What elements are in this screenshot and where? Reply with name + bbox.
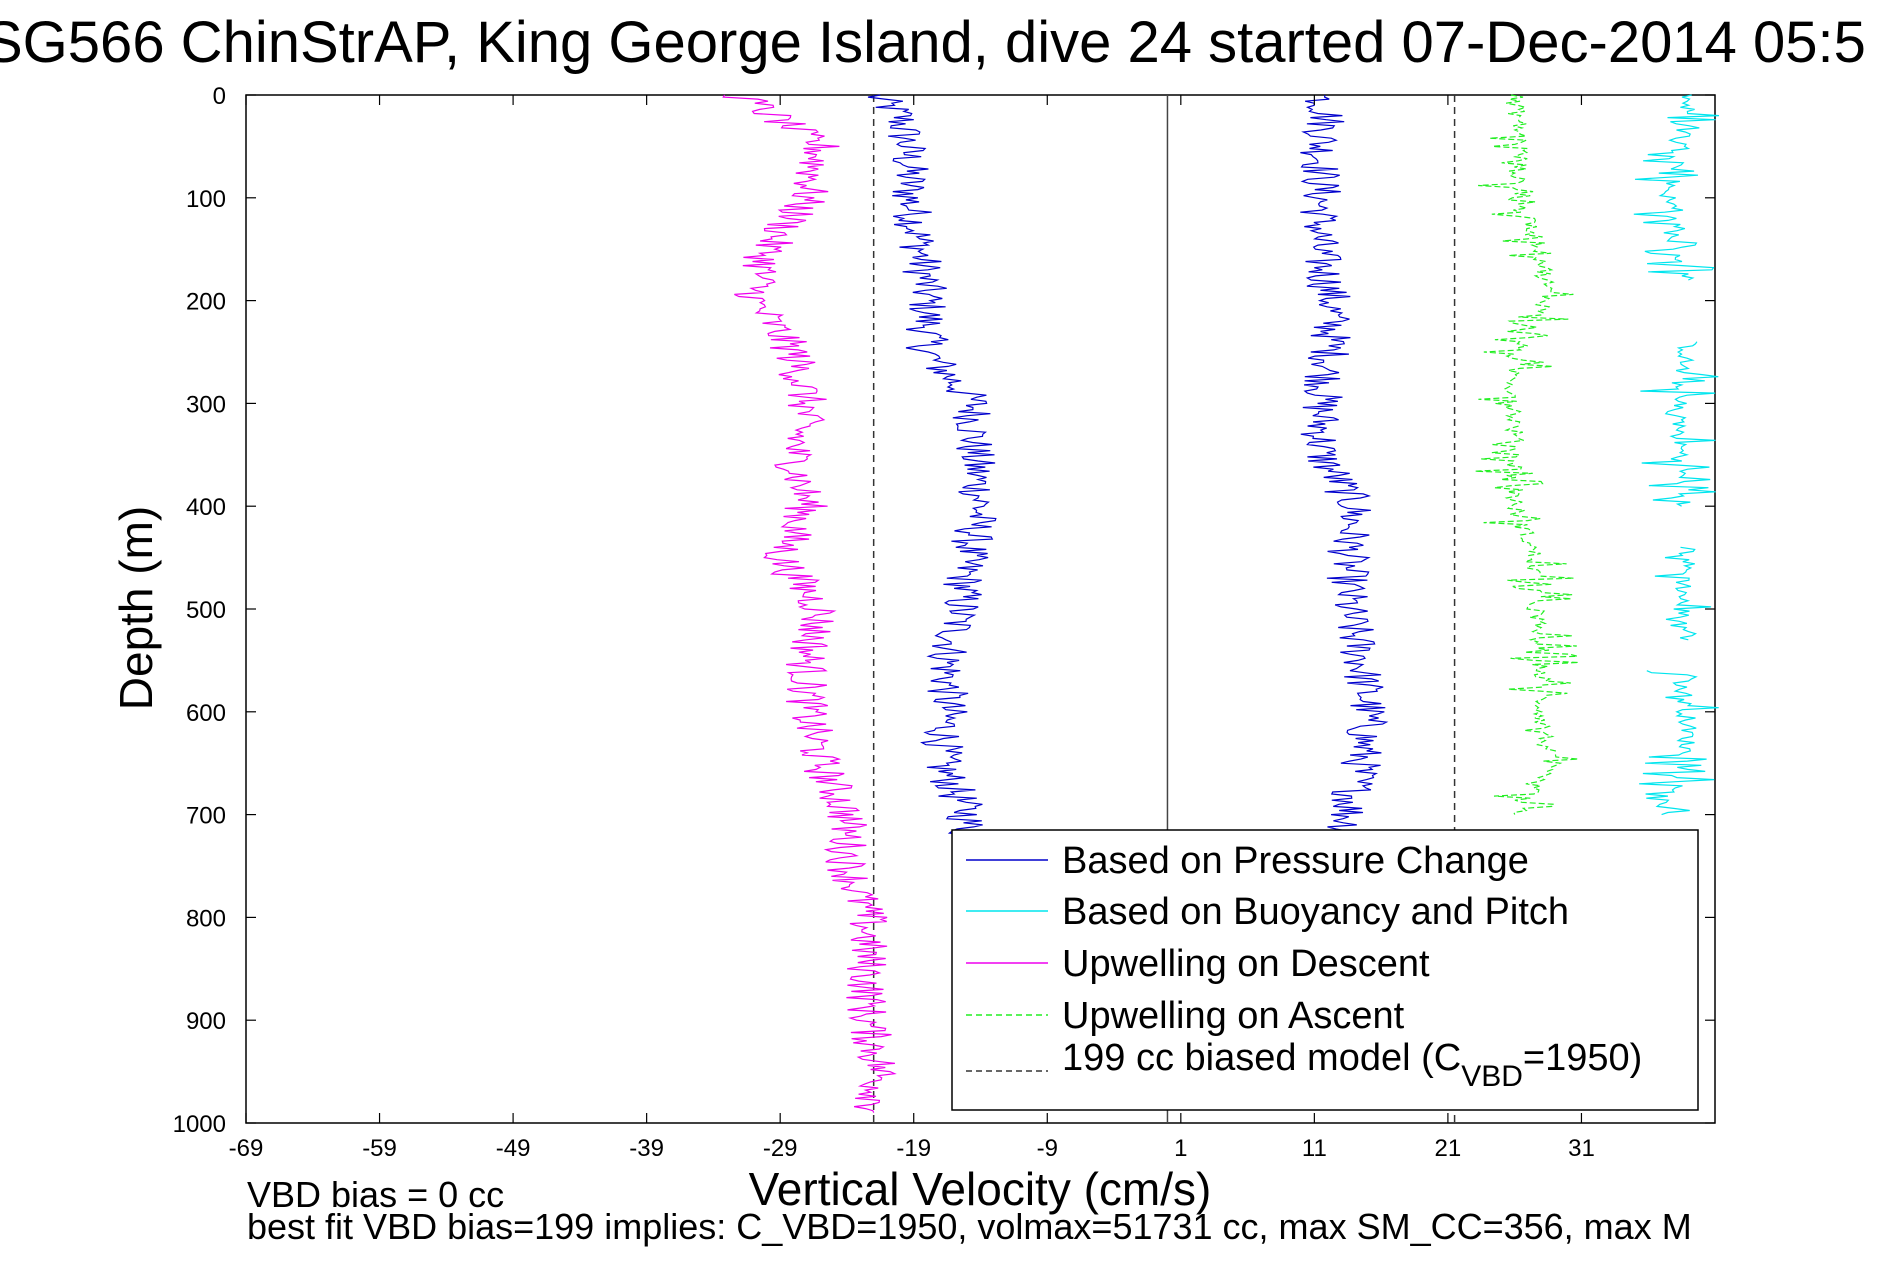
y-tick-label-5: 500: [186, 597, 226, 624]
legend-entry-model-suffix: =1950): [1523, 1037, 1642, 1079]
y-axis-ticks: 0 100 200 300 400 500 600 700 800 900 1000: [173, 83, 1715, 1138]
series-1-segment-1: [1640, 341, 1719, 507]
x-tick-label-2: -49: [496, 1135, 531, 1162]
x-axis-label: Vertical Velocity (cm/s): [749, 1163, 1212, 1215]
chart-title: SG566 ChinStrAP, King George Island, div…: [0, 10, 1866, 75]
legend-entry-descent: Upwelling on Descent: [1062, 943, 1430, 985]
y-tick-label-4: 400: [186, 494, 226, 521]
x-tick-label-7: 1: [1174, 1135, 1187, 1162]
y-tick-label-6: 600: [186, 700, 226, 727]
legend-entry-buoyancy: Based on Buoyancy and Pitch: [1062, 891, 1569, 933]
x-axis-ticks: -69 -59 -49 -39 -29 -19 -9 1 11 21 31: [229, 95, 1595, 1162]
y-tick-label-9: 900: [186, 1008, 226, 1035]
legend-entry-model-subscript: VBD: [1461, 1060, 1523, 1093]
series-1-segment-0: [1633, 94, 1720, 281]
footer-vbd-bias: VBD bias = 0 cc: [247, 1174, 504, 1215]
series-1-segment-2: [1654, 546, 1712, 641]
x-tick-label-4: -29: [763, 1135, 798, 1162]
y-tick-label-10: 1000: [173, 1111, 226, 1138]
legend-entry-ascent: Upwelling on Ascent: [1062, 995, 1405, 1037]
series-2-segment-0: [722, 94, 897, 1113]
x-tick-label-1: -59: [362, 1135, 397, 1162]
legend-entry-model: 199 cc biased model (CVBD=1950): [1062, 1037, 1642, 1093]
legend: Based on Pressure Change Based on Buoyan…: [951, 829, 1699, 1111]
series-0-segment-1: [1300, 94, 1389, 836]
x-tick-label-9: 21: [1435, 1135, 1462, 1162]
legend-entry-pressure: Based on Pressure Change: [1062, 840, 1529, 882]
footer-best-fit: best fit VBD bias=199 implies: C_VBD=195…: [247, 1206, 1692, 1247]
y-tick-label-0: 0: [213, 83, 226, 110]
series-lines: [722, 94, 1720, 1113]
y-tick-label-8: 800: [186, 905, 226, 932]
y-tick-label-7: 700: [186, 803, 226, 830]
series-3-segment-0: [1474, 94, 1579, 815]
x-tick-label-5: -19: [896, 1135, 931, 1162]
y-tick-label-3: 300: [186, 391, 226, 418]
x-tick-label-10: 31: [1568, 1135, 1595, 1162]
y-tick-label-2: 200: [186, 289, 226, 316]
legend-box: [951, 829, 1699, 1111]
legend-entry-model-label: 199 cc biased model (C: [1062, 1037, 1461, 1079]
series-1-segment-3: [1639, 670, 1719, 816]
series-0-segment-0: [867, 94, 997, 836]
x-tick-label-3: -39: [629, 1135, 664, 1162]
y-tick-label-1: 100: [186, 186, 226, 213]
x-tick-label-6: -9: [1037, 1135, 1058, 1162]
x-tick-label-0: -69: [229, 1135, 264, 1162]
y-axis-label: Depth (m): [110, 506, 162, 710]
x-tick-label-8: 11: [1302, 1135, 1327, 1162]
